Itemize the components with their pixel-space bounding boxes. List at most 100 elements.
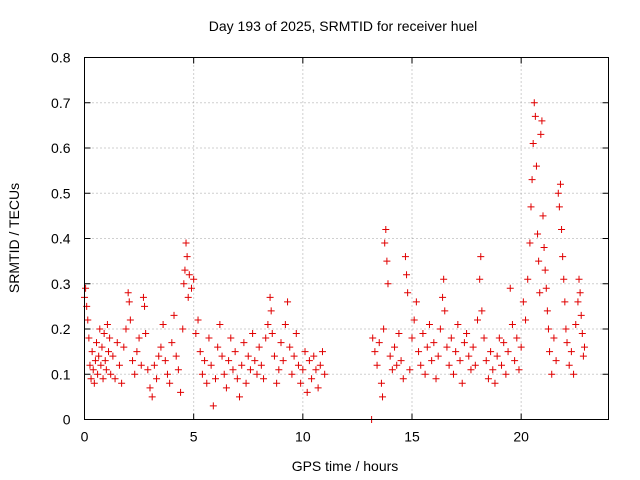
- data-point: [375, 339, 383, 347]
- data-point: [279, 357, 287, 365]
- data-point: [456, 357, 464, 365]
- plot-frame: [84, 57, 609, 420]
- data-point: [240, 339, 248, 347]
- data-point: [106, 334, 114, 342]
- data-point: [487, 348, 495, 356]
- data-point: [255, 343, 263, 351]
- data-point: [218, 352, 226, 360]
- data-point: [297, 379, 305, 387]
- data-point: [541, 266, 549, 274]
- data-point: [275, 366, 283, 374]
- data-point: [185, 271, 193, 279]
- data-point: [126, 316, 134, 324]
- data-point: [393, 361, 401, 369]
- data-point: [542, 284, 550, 292]
- data-point: [417, 361, 425, 369]
- data-point: [380, 325, 388, 333]
- data-point: [109, 352, 117, 360]
- data-point: [502, 370, 510, 378]
- data-point: [554, 189, 562, 197]
- data-point: [577, 311, 585, 319]
- data-point: [238, 361, 246, 369]
- data-point: [225, 357, 233, 365]
- data-point: [493, 352, 501, 360]
- data-point: [580, 343, 588, 351]
- data-point: [386, 352, 394, 360]
- data-point: [212, 375, 219, 383]
- data-point: [562, 325, 570, 333]
- data-point: [150, 361, 158, 369]
- data-point: [452, 348, 460, 356]
- data-point: [113, 339, 121, 347]
- data-point: [474, 316, 481, 324]
- data-point: [410, 316, 418, 324]
- data-point: [548, 370, 556, 378]
- data-point: [93, 339, 101, 347]
- data-point: [412, 298, 420, 306]
- x-tick-label: 20: [513, 429, 529, 445]
- data-point: [401, 253, 409, 261]
- data-point: [124, 289, 132, 297]
- data-point: [477, 253, 485, 261]
- y-tick-label: 0: [63, 412, 71, 428]
- y-tick-label: 0.3: [51, 276, 71, 292]
- data-point: [146, 384, 154, 392]
- data-point: [115, 361, 123, 369]
- data-point: [84, 316, 92, 324]
- data-point: [133, 348, 141, 356]
- data-point: [249, 330, 257, 338]
- data-point: [517, 343, 525, 351]
- data-point: [432, 375, 440, 383]
- data-point: [579, 352, 587, 360]
- data-point: [575, 275, 583, 283]
- data-point: [489, 366, 497, 374]
- data-point: [88, 348, 96, 356]
- data-point: [122, 325, 130, 333]
- data-point: [87, 375, 95, 383]
- data-point: [419, 330, 427, 338]
- data-point: [565, 361, 573, 369]
- data-point: [570, 370, 578, 378]
- y-axis-label: SRMTID / TECUs: [6, 183, 22, 293]
- data-point: [257, 361, 265, 369]
- data-point: [434, 352, 442, 360]
- data-point: [153, 375, 161, 383]
- data-point: [415, 348, 423, 356]
- data-point: [137, 361, 145, 369]
- data-point: [216, 320, 224, 328]
- data-point: [537, 130, 545, 138]
- data-point: [463, 330, 471, 338]
- data-point: [321, 370, 329, 378]
- data-point: [98, 343, 106, 351]
- data-point: [222, 384, 230, 392]
- data-point: [478, 307, 486, 315]
- data-point: [303, 388, 311, 396]
- data-point: [100, 330, 108, 338]
- data-point: [183, 253, 191, 261]
- data-point: [89, 366, 97, 374]
- data-point: [99, 375, 107, 383]
- grid: [84, 57, 609, 420]
- data-point: [205, 334, 213, 342]
- data-point: [504, 348, 512, 356]
- data-point: [552, 357, 560, 365]
- data-point: [118, 379, 126, 387]
- data-point: [458, 379, 466, 387]
- data-point: [270, 352, 278, 360]
- data-point: [236, 393, 244, 401]
- data-point: [491, 379, 499, 387]
- data-point: [423, 343, 431, 351]
- x-tick-label: 10: [295, 429, 311, 445]
- data-point: [266, 293, 274, 301]
- data-point: [403, 271, 411, 279]
- data-point: [556, 180, 564, 188]
- data-point: [277, 339, 285, 347]
- data-point: [148, 393, 156, 401]
- data-point: [391, 343, 399, 351]
- data-point: [543, 307, 551, 315]
- data-point: [535, 257, 543, 265]
- data-point: [536, 289, 544, 297]
- data-point: [508, 320, 516, 328]
- data-point: [531, 112, 539, 120]
- data-point: [534, 230, 542, 238]
